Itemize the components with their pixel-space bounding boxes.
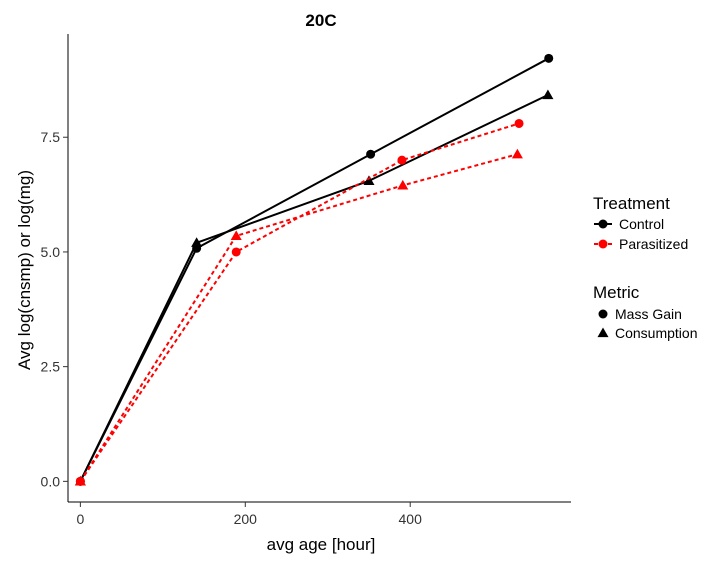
data-point-control-mass-gain xyxy=(544,53,554,63)
chart-title: 20C xyxy=(305,11,336,30)
legend-shape-swatch xyxy=(597,327,609,338)
axes xyxy=(67,34,571,503)
legend: Treatment Control Parasitized Metric Mass… xyxy=(593,194,698,341)
legend-metric-items: Mass Gain Consumption xyxy=(597,306,698,341)
legend-label: Mass Gain xyxy=(615,306,682,322)
legend-label: Parasitized xyxy=(619,236,688,252)
series-control-mass-gain xyxy=(75,53,554,486)
y-tick-label: 5.0 xyxy=(41,244,61,260)
legend-shape-swatch xyxy=(598,309,608,319)
data-point-parasitized-consumption xyxy=(74,475,86,486)
series-layer xyxy=(74,53,554,486)
data-point-control-consumption xyxy=(191,237,203,247)
data-point-parasitized-consumption xyxy=(230,230,242,241)
y-axis-title: Avg log(cnsmp) or log(mg) xyxy=(15,170,34,370)
data-point-parasitized-consumption xyxy=(397,179,409,190)
data-point-parasitized-consumption xyxy=(511,148,523,159)
series-line-parasitized-mass-gain xyxy=(79,122,520,482)
legend-label: Consumption xyxy=(615,325,698,341)
legend-label: Control xyxy=(619,216,664,232)
series-line-parasitized-consumption xyxy=(79,153,518,482)
data-point-parasitized-mass-gain xyxy=(514,118,524,128)
data-point-parasitized-mass-gain xyxy=(397,155,407,165)
y-ticks: 0.0 2.5 5.0 7.5 xyxy=(41,129,68,489)
series-parasitized-consumption xyxy=(74,148,523,486)
legend-point-swatch xyxy=(598,219,608,229)
data-point-control-consumption xyxy=(363,175,375,185)
x-tick-label: 200 xyxy=(234,511,258,527)
series-parasitized-mass-gain xyxy=(75,118,524,486)
data-point-control-consumption xyxy=(542,89,554,100)
legend-metric-title: Metric xyxy=(593,283,640,302)
y-tick-label: 2.5 xyxy=(41,359,61,375)
data-point-parasitized-mass-gain xyxy=(231,247,241,257)
series-line-control-mass-gain xyxy=(79,57,550,482)
x-ticks: 0 200 400 xyxy=(76,502,422,527)
series-control-consumption xyxy=(74,89,554,486)
legend-treatment-items: Control Parasitized xyxy=(594,216,688,252)
y-tick-label: 0.0 xyxy=(41,473,61,489)
x-axis-title: avg age [hour] xyxy=(267,535,376,554)
x-tick-label: 0 xyxy=(76,511,84,527)
series-line-control-consumption xyxy=(79,94,549,482)
legend-treatment-title: Treatment xyxy=(593,194,670,213)
x-tick-label: 400 xyxy=(399,511,423,527)
data-point-control-mass-gain xyxy=(366,149,376,159)
y-tick-label: 7.5 xyxy=(41,129,61,145)
legend-point-swatch xyxy=(598,239,608,249)
